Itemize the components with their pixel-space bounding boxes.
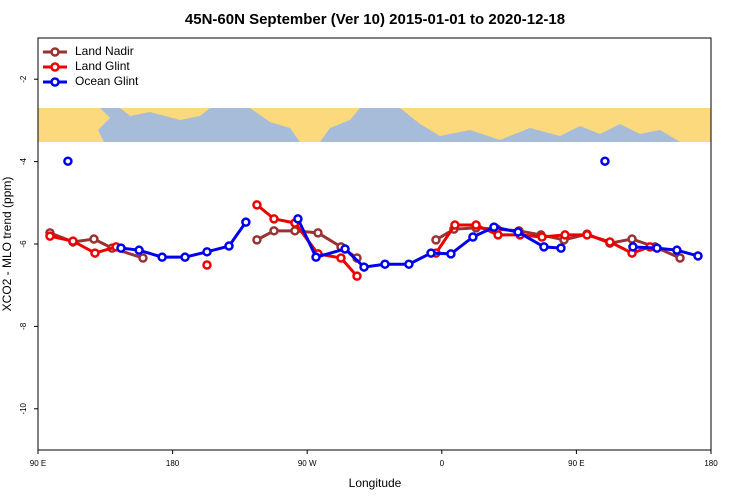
chart-title: 45N-60N September (Ver 10) 2015-01-01 to… <box>185 11 565 28</box>
point <box>180 252 190 262</box>
point <box>313 228 323 238</box>
point <box>138 253 148 263</box>
point <box>605 237 615 247</box>
point <box>45 231 55 241</box>
point <box>450 220 460 230</box>
y-tick-label: -4 <box>19 157 28 165</box>
point <box>359 262 369 272</box>
point <box>468 232 478 242</box>
legend-marker <box>50 77 60 87</box>
y-tick-label: -6 <box>19 240 28 248</box>
point <box>539 242 549 252</box>
point <box>380 259 390 269</box>
point <box>157 252 167 262</box>
point <box>693 251 703 261</box>
legend-label: Land Nadir <box>75 44 134 58</box>
point <box>89 234 99 244</box>
point <box>446 249 456 259</box>
point <box>116 243 126 253</box>
x-tick-label: 180 <box>704 459 718 468</box>
point <box>340 244 350 254</box>
point <box>493 230 503 240</box>
y-tick-label: -2 <box>19 75 28 83</box>
point <box>431 235 441 245</box>
point <box>513 227 523 237</box>
legend-label: Ocean Glint <box>75 74 139 88</box>
point <box>269 214 279 224</box>
point <box>134 245 144 255</box>
x-tick-label: 90 W <box>298 459 317 468</box>
map-strip <box>38 108 711 142</box>
point <box>90 248 100 258</box>
point <box>672 245 682 255</box>
point <box>426 248 436 258</box>
point <box>202 247 212 257</box>
legend-marker <box>50 62 60 72</box>
point <box>311 252 321 262</box>
x-tick-label: 90 E <box>30 459 46 468</box>
point <box>293 214 303 224</box>
point <box>202 260 212 270</box>
point <box>352 271 362 281</box>
legend-marker <box>50 47 60 57</box>
legend-label: Land Glint <box>75 59 130 73</box>
point <box>628 242 638 252</box>
point <box>627 234 637 244</box>
point <box>582 230 592 240</box>
point <box>224 241 234 251</box>
point <box>241 217 251 227</box>
point <box>252 200 262 210</box>
point <box>471 220 481 230</box>
point <box>63 156 73 166</box>
point <box>556 243 566 253</box>
x-axis-label: Longitude <box>349 476 402 490</box>
point <box>600 156 610 166</box>
y-tick-label: -8 <box>19 322 28 330</box>
point <box>252 235 262 245</box>
point <box>269 226 279 236</box>
y-axis-label: XCO2 - MLO trend (ppm) <box>0 177 14 312</box>
point <box>489 222 499 232</box>
point <box>652 243 662 253</box>
x-tick-label: 90 E <box>568 459 584 468</box>
point <box>537 232 547 242</box>
point <box>336 253 346 263</box>
point <box>404 259 414 269</box>
point <box>68 236 78 246</box>
point <box>675 253 685 263</box>
x-tick-label: 0 <box>440 459 445 468</box>
y-tick-label: -10 <box>19 402 28 414</box>
point <box>560 230 570 240</box>
x-tick-label: 180 <box>166 459 180 468</box>
